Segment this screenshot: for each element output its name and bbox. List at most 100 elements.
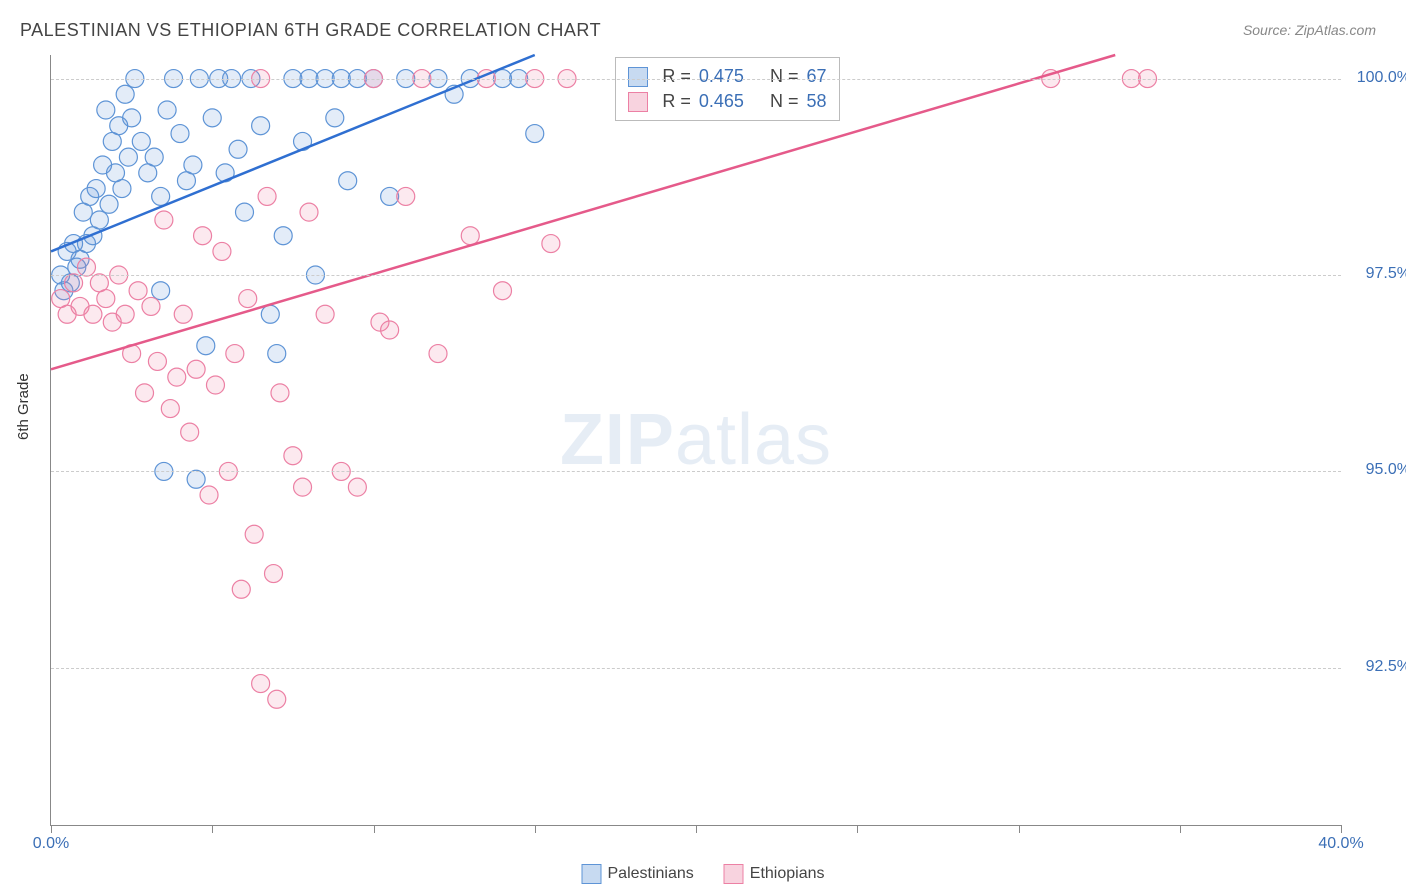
- r-value: 0.475: [699, 66, 744, 87]
- y-axis-label: 6th Grade: [15, 373, 32, 440]
- scatter-point: [168, 368, 186, 386]
- scatter-point: [397, 187, 415, 205]
- x-tick-label-max: 40.0%: [1318, 835, 1363, 853]
- scatter-point: [339, 172, 357, 190]
- scatter-point: [136, 384, 154, 402]
- legend-item: Palestinians: [582, 864, 694, 884]
- series-swatch: [628, 92, 648, 112]
- stats-row: R = 0.465 N = 58: [628, 89, 826, 114]
- legend-label: Ethiopians: [750, 865, 825, 882]
- scatter-point: [97, 290, 115, 308]
- scatter-point: [145, 148, 163, 166]
- scatter-point: [203, 109, 221, 127]
- grid-line: [51, 79, 1341, 80]
- scatter-point: [65, 274, 83, 292]
- scatter-point: [300, 203, 318, 221]
- n-value: 58: [806, 91, 826, 112]
- scatter-point: [123, 109, 141, 127]
- x-tick: [857, 825, 858, 833]
- series-swatch: [582, 864, 602, 884]
- x-tick: [51, 825, 52, 833]
- scatter-point: [429, 345, 447, 363]
- scatter-point: [526, 125, 544, 143]
- scatter-point: [200, 486, 218, 504]
- scatter-point: [84, 305, 102, 323]
- scatter-point: [265, 565, 283, 583]
- x-tick: [1341, 825, 1342, 833]
- scatter-point: [348, 478, 366, 496]
- stats-legend-box: R = 0.475 N = 67R = 0.465 N = 58: [615, 57, 839, 121]
- scatter-point: [90, 211, 108, 229]
- scatter-point: [258, 187, 276, 205]
- x-tick-label-min: 0.0%: [33, 835, 69, 853]
- scatter-point: [132, 132, 150, 150]
- scatter-point: [129, 282, 147, 300]
- scatter-point: [326, 109, 344, 127]
- grid-line: [51, 668, 1341, 669]
- scatter-point: [155, 211, 173, 229]
- r-value: 0.465: [699, 91, 744, 112]
- x-tick: [212, 825, 213, 833]
- scatter-point: [274, 227, 292, 245]
- scatter-point: [294, 478, 312, 496]
- series-swatch: [628, 67, 648, 87]
- x-tick: [374, 825, 375, 833]
- stats-row: R = 0.475 N = 67: [628, 64, 826, 89]
- scatter-point: [116, 305, 134, 323]
- r-label: R =: [662, 91, 691, 112]
- legend-label: Palestinians: [608, 865, 694, 882]
- scatter-point: [181, 423, 199, 441]
- scatter-point: [187, 470, 205, 488]
- grid-line: [51, 471, 1341, 472]
- scatter-chart: [51, 55, 1341, 825]
- n-label: N =: [770, 91, 799, 112]
- x-tick: [1180, 825, 1181, 833]
- r-label: R =: [662, 66, 691, 87]
- scatter-point: [239, 290, 257, 308]
- scatter-point: [232, 580, 250, 598]
- scatter-point: [542, 235, 560, 253]
- scatter-point: [461, 227, 479, 245]
- chart-title: PALESTINIAN VS ETHIOPIAN 6TH GRADE CORRE…: [20, 20, 601, 41]
- x-tick: [696, 825, 697, 833]
- scatter-point: [213, 242, 231, 260]
- scatter-point: [142, 297, 160, 315]
- scatter-point: [184, 156, 202, 174]
- scatter-point: [194, 227, 212, 245]
- n-value: 67: [806, 66, 826, 87]
- scatter-point: [494, 282, 512, 300]
- scatter-point: [271, 384, 289, 402]
- scatter-point: [252, 675, 270, 693]
- y-tick-label: 97.5%: [1351, 265, 1406, 283]
- x-tick: [1019, 825, 1020, 833]
- scatter-point: [113, 180, 131, 198]
- y-tick-label: 95.0%: [1351, 461, 1406, 479]
- scatter-point: [158, 101, 176, 119]
- source-label: Source: ZipAtlas.com: [1243, 22, 1376, 38]
- scatter-point: [152, 282, 170, 300]
- scatter-point: [284, 447, 302, 465]
- scatter-point: [316, 305, 334, 323]
- scatter-point: [119, 148, 137, 166]
- n-label: N =: [770, 66, 799, 87]
- scatter-point: [100, 195, 118, 213]
- scatter-point: [229, 140, 247, 158]
- legend-item: Ethiopians: [724, 864, 825, 884]
- scatter-point: [268, 690, 286, 708]
- scatter-point: [206, 376, 224, 394]
- grid-line: [51, 275, 1341, 276]
- scatter-point: [197, 337, 215, 355]
- trend-line: [51, 55, 1115, 369]
- y-tick-label: 92.5%: [1351, 658, 1406, 676]
- scatter-point: [245, 525, 263, 543]
- scatter-point: [268, 345, 286, 363]
- scatter-point: [87, 180, 105, 198]
- scatter-point: [161, 400, 179, 418]
- scatter-point: [174, 305, 192, 323]
- scatter-point: [226, 345, 244, 363]
- x-tick: [535, 825, 536, 833]
- legend-bottom: Palestinians Ethiopians: [582, 864, 825, 884]
- scatter-point: [171, 125, 189, 143]
- series-swatch: [724, 864, 744, 884]
- scatter-point: [152, 187, 170, 205]
